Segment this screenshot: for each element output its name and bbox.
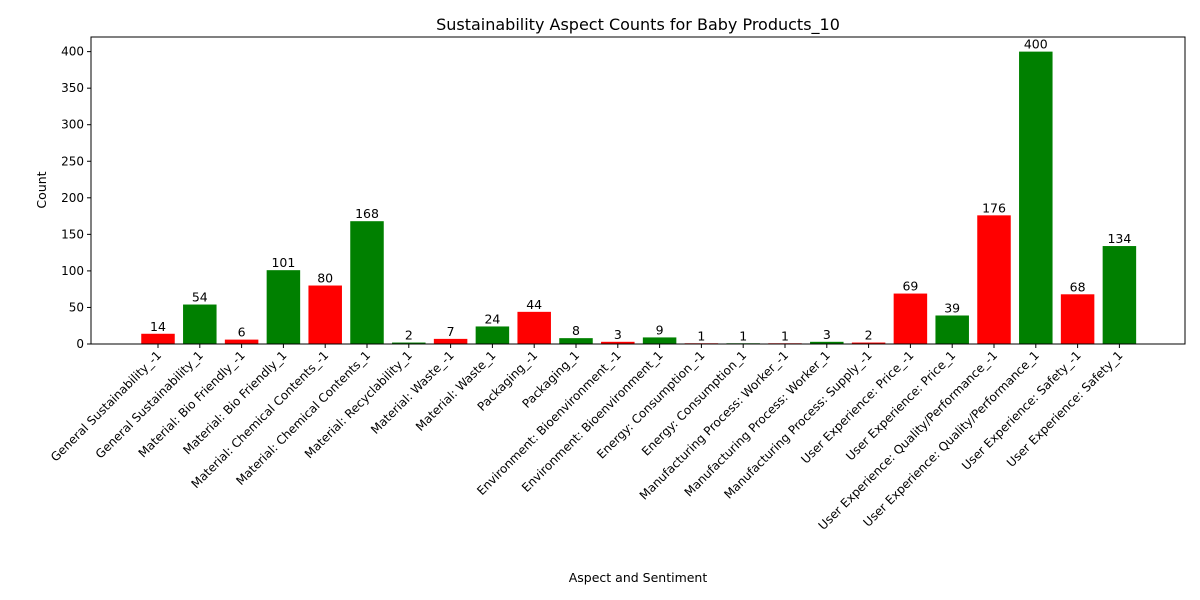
bar bbox=[1019, 51, 1053, 345]
data-label: 14 bbox=[150, 319, 166, 334]
data-label: 68 bbox=[1070, 279, 1086, 294]
bar bbox=[810, 341, 844, 344]
data-label: 134 bbox=[1107, 231, 1131, 246]
y-tick-label: 50 bbox=[69, 300, 84, 314]
data-label: 7 bbox=[447, 324, 455, 339]
bar bbox=[475, 326, 510, 344]
data-label: 39 bbox=[944, 300, 960, 315]
y-axis-label: Count bbox=[34, 171, 49, 208]
data-label: 9 bbox=[656, 322, 664, 337]
data-label: 3 bbox=[614, 327, 622, 342]
data-label: 8 bbox=[572, 323, 580, 338]
bar bbox=[935, 315, 969, 344]
data-label: 176 bbox=[982, 200, 1006, 215]
bar bbox=[601, 341, 635, 344]
data-label: 6 bbox=[238, 325, 246, 340]
y-tick-label: 100 bbox=[61, 264, 84, 278]
bar bbox=[392, 342, 426, 344]
chart-title: Sustainability Aspect Counts for Baby Pr… bbox=[436, 15, 840, 35]
y-tick-label: 350 bbox=[61, 81, 84, 95]
data-label: 400 bbox=[1024, 37, 1048, 52]
bars-group bbox=[141, 51, 1137, 345]
y-tick-label: 400 bbox=[61, 45, 84, 59]
plot-frame bbox=[90, 36, 1186, 345]
x-tick-label: Manufacturing Process: Worker_-1 bbox=[637, 348, 791, 502]
bar bbox=[559, 338, 593, 344]
bar bbox=[517, 311, 551, 344]
bar bbox=[224, 339, 259, 344]
data-label: 2 bbox=[865, 328, 873, 343]
data-label: 24 bbox=[484, 311, 500, 326]
y-tick-label: 0 bbox=[76, 337, 84, 351]
y-tick-label: 200 bbox=[61, 191, 84, 205]
data-label: 1 bbox=[781, 328, 789, 343]
bar bbox=[851, 342, 886, 344]
bar bbox=[1102, 246, 1137, 344]
data-label: 1 bbox=[697, 328, 705, 343]
x-tick-label: Manufacturing Process: Supply_-1 bbox=[721, 348, 874, 501]
bar bbox=[141, 333, 175, 344]
data-label: 69 bbox=[902, 279, 918, 294]
y-axis-ticks: 0 50 100 150 200 250 300 350 400 bbox=[61, 45, 91, 351]
y-tick-label: 150 bbox=[61, 227, 84, 241]
bar bbox=[1060, 294, 1095, 344]
data-label: 101 bbox=[271, 255, 295, 270]
bar bbox=[893, 293, 928, 344]
data-label: 80 bbox=[317, 271, 333, 286]
x-axis-label: Aspect and Sentiment bbox=[569, 570, 708, 585]
bar bbox=[642, 337, 677, 344]
data-label: 44 bbox=[526, 297, 542, 312]
bar bbox=[183, 304, 217, 344]
y-tick-label: 300 bbox=[61, 118, 84, 132]
bar bbox=[433, 338, 468, 344]
data-label: 168 bbox=[355, 206, 379, 221]
x-tick-label: Material: Waste_1 bbox=[413, 348, 499, 434]
bar bbox=[977, 215, 1011, 344]
data-label: 1 bbox=[739, 328, 747, 343]
data-label: 2 bbox=[405, 328, 413, 343]
bar bbox=[350, 221, 384, 344]
bar bbox=[308, 285, 342, 344]
data-label: 3 bbox=[823, 327, 831, 342]
bar bbox=[266, 270, 301, 344]
data-label: 54 bbox=[192, 290, 208, 305]
y-tick-label: 250 bbox=[61, 154, 84, 168]
